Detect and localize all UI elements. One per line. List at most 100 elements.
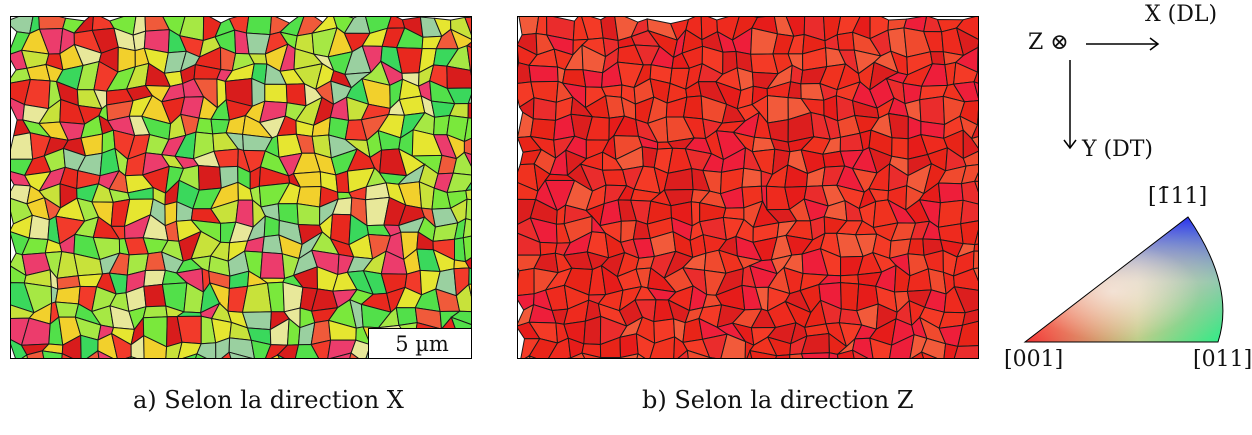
grain	[583, 315, 602, 346]
grain	[976, 46, 978, 73]
grain	[466, 41, 471, 48]
grain	[464, 182, 471, 192]
grain	[276, 353, 285, 358]
grain	[528, 64, 559, 83]
axes-arrows	[1063, 37, 1160, 150]
grain	[953, 267, 978, 291]
grain	[310, 339, 332, 358]
grain	[919, 95, 946, 126]
grain	[775, 354, 791, 358]
grain	[38, 17, 67, 30]
grain	[937, 199, 964, 228]
grain	[787, 81, 802, 100]
grain	[701, 333, 728, 358]
grain	[97, 349, 114, 358]
grain	[840, 282, 860, 312]
grain	[766, 95, 789, 124]
grain	[960, 180, 978, 205]
grain	[974, 229, 978, 246]
grain	[464, 257, 471, 270]
grain	[80, 133, 104, 157]
grain	[469, 69, 471, 76]
grain	[532, 97, 557, 121]
grain	[468, 267, 471, 285]
grain	[789, 353, 804, 358]
grain	[836, 349, 855, 358]
grain	[599, 356, 622, 358]
grain	[920, 351, 938, 358]
grain	[446, 65, 471, 89]
grain	[455, 283, 471, 313]
grain	[130, 334, 145, 358]
grain	[973, 243, 978, 252]
grain	[86, 349, 100, 358]
grain	[276, 344, 300, 358]
grain	[97, 332, 118, 358]
grain	[960, 199, 978, 225]
grain	[889, 333, 915, 358]
grain	[143, 334, 168, 358]
grain	[869, 337, 893, 358]
grain	[518, 267, 535, 296]
grain	[972, 267, 978, 282]
grain	[196, 342, 217, 358]
grain	[619, 353, 639, 358]
grain	[528, 338, 559, 358]
grain	[741, 167, 762, 188]
grain	[635, 332, 656, 358]
grain	[686, 349, 711, 358]
grain	[973, 81, 978, 99]
grain	[264, 83, 288, 104]
grain	[350, 339, 372, 358]
ipf-label-001: [001]	[1004, 347, 1064, 372]
grain	[976, 109, 978, 126]
grain	[468, 283, 471, 297]
grain	[907, 238, 925, 256]
grain	[450, 17, 471, 40]
scale-bar: 5 µm	[368, 328, 471, 358]
grain	[349, 352, 359, 358]
grain	[952, 81, 978, 103]
grain-map-z	[518, 17, 978, 358]
grain	[386, 17, 406, 29]
grain	[708, 356, 716, 358]
grain	[195, 353, 207, 358]
grains	[11, 17, 471, 358]
grain	[888, 112, 909, 140]
ebsd-map-x: 5 µm	[10, 16, 472, 359]
grain	[41, 350, 63, 358]
grain	[463, 117, 471, 143]
grain	[535, 17, 548, 36]
grain	[195, 117, 214, 135]
grain	[467, 94, 471, 105]
grain	[972, 250, 978, 270]
grain	[125, 355, 132, 358]
grain	[463, 151, 471, 167]
grain	[970, 136, 978, 149]
ipf-triangle	[1023, 216, 1224, 343]
ipf-label-111: [1̄11]	[1148, 184, 1208, 209]
grain	[891, 137, 909, 160]
grain	[973, 172, 978, 182]
grain	[462, 217, 471, 239]
grain	[330, 352, 352, 358]
grain	[61, 334, 82, 358]
grain	[973, 71, 978, 84]
grain	[450, 310, 471, 325]
grain	[749, 349, 778, 358]
grain	[852, 337, 874, 358]
y-axis-label: Y (DT)	[1082, 137, 1153, 162]
grain	[130, 356, 137, 358]
grain	[221, 351, 232, 358]
grain	[682, 95, 704, 120]
grain	[55, 285, 81, 305]
grain-map-x	[11, 17, 471, 358]
grain	[54, 301, 80, 318]
grain	[11, 132, 34, 160]
grain	[962, 128, 978, 160]
grain	[182, 353, 198, 358]
y-arrowhead-icon	[1063, 139, 1077, 150]
grains	[518, 17, 978, 358]
grain	[851, 349, 869, 358]
grain	[957, 320, 978, 347]
